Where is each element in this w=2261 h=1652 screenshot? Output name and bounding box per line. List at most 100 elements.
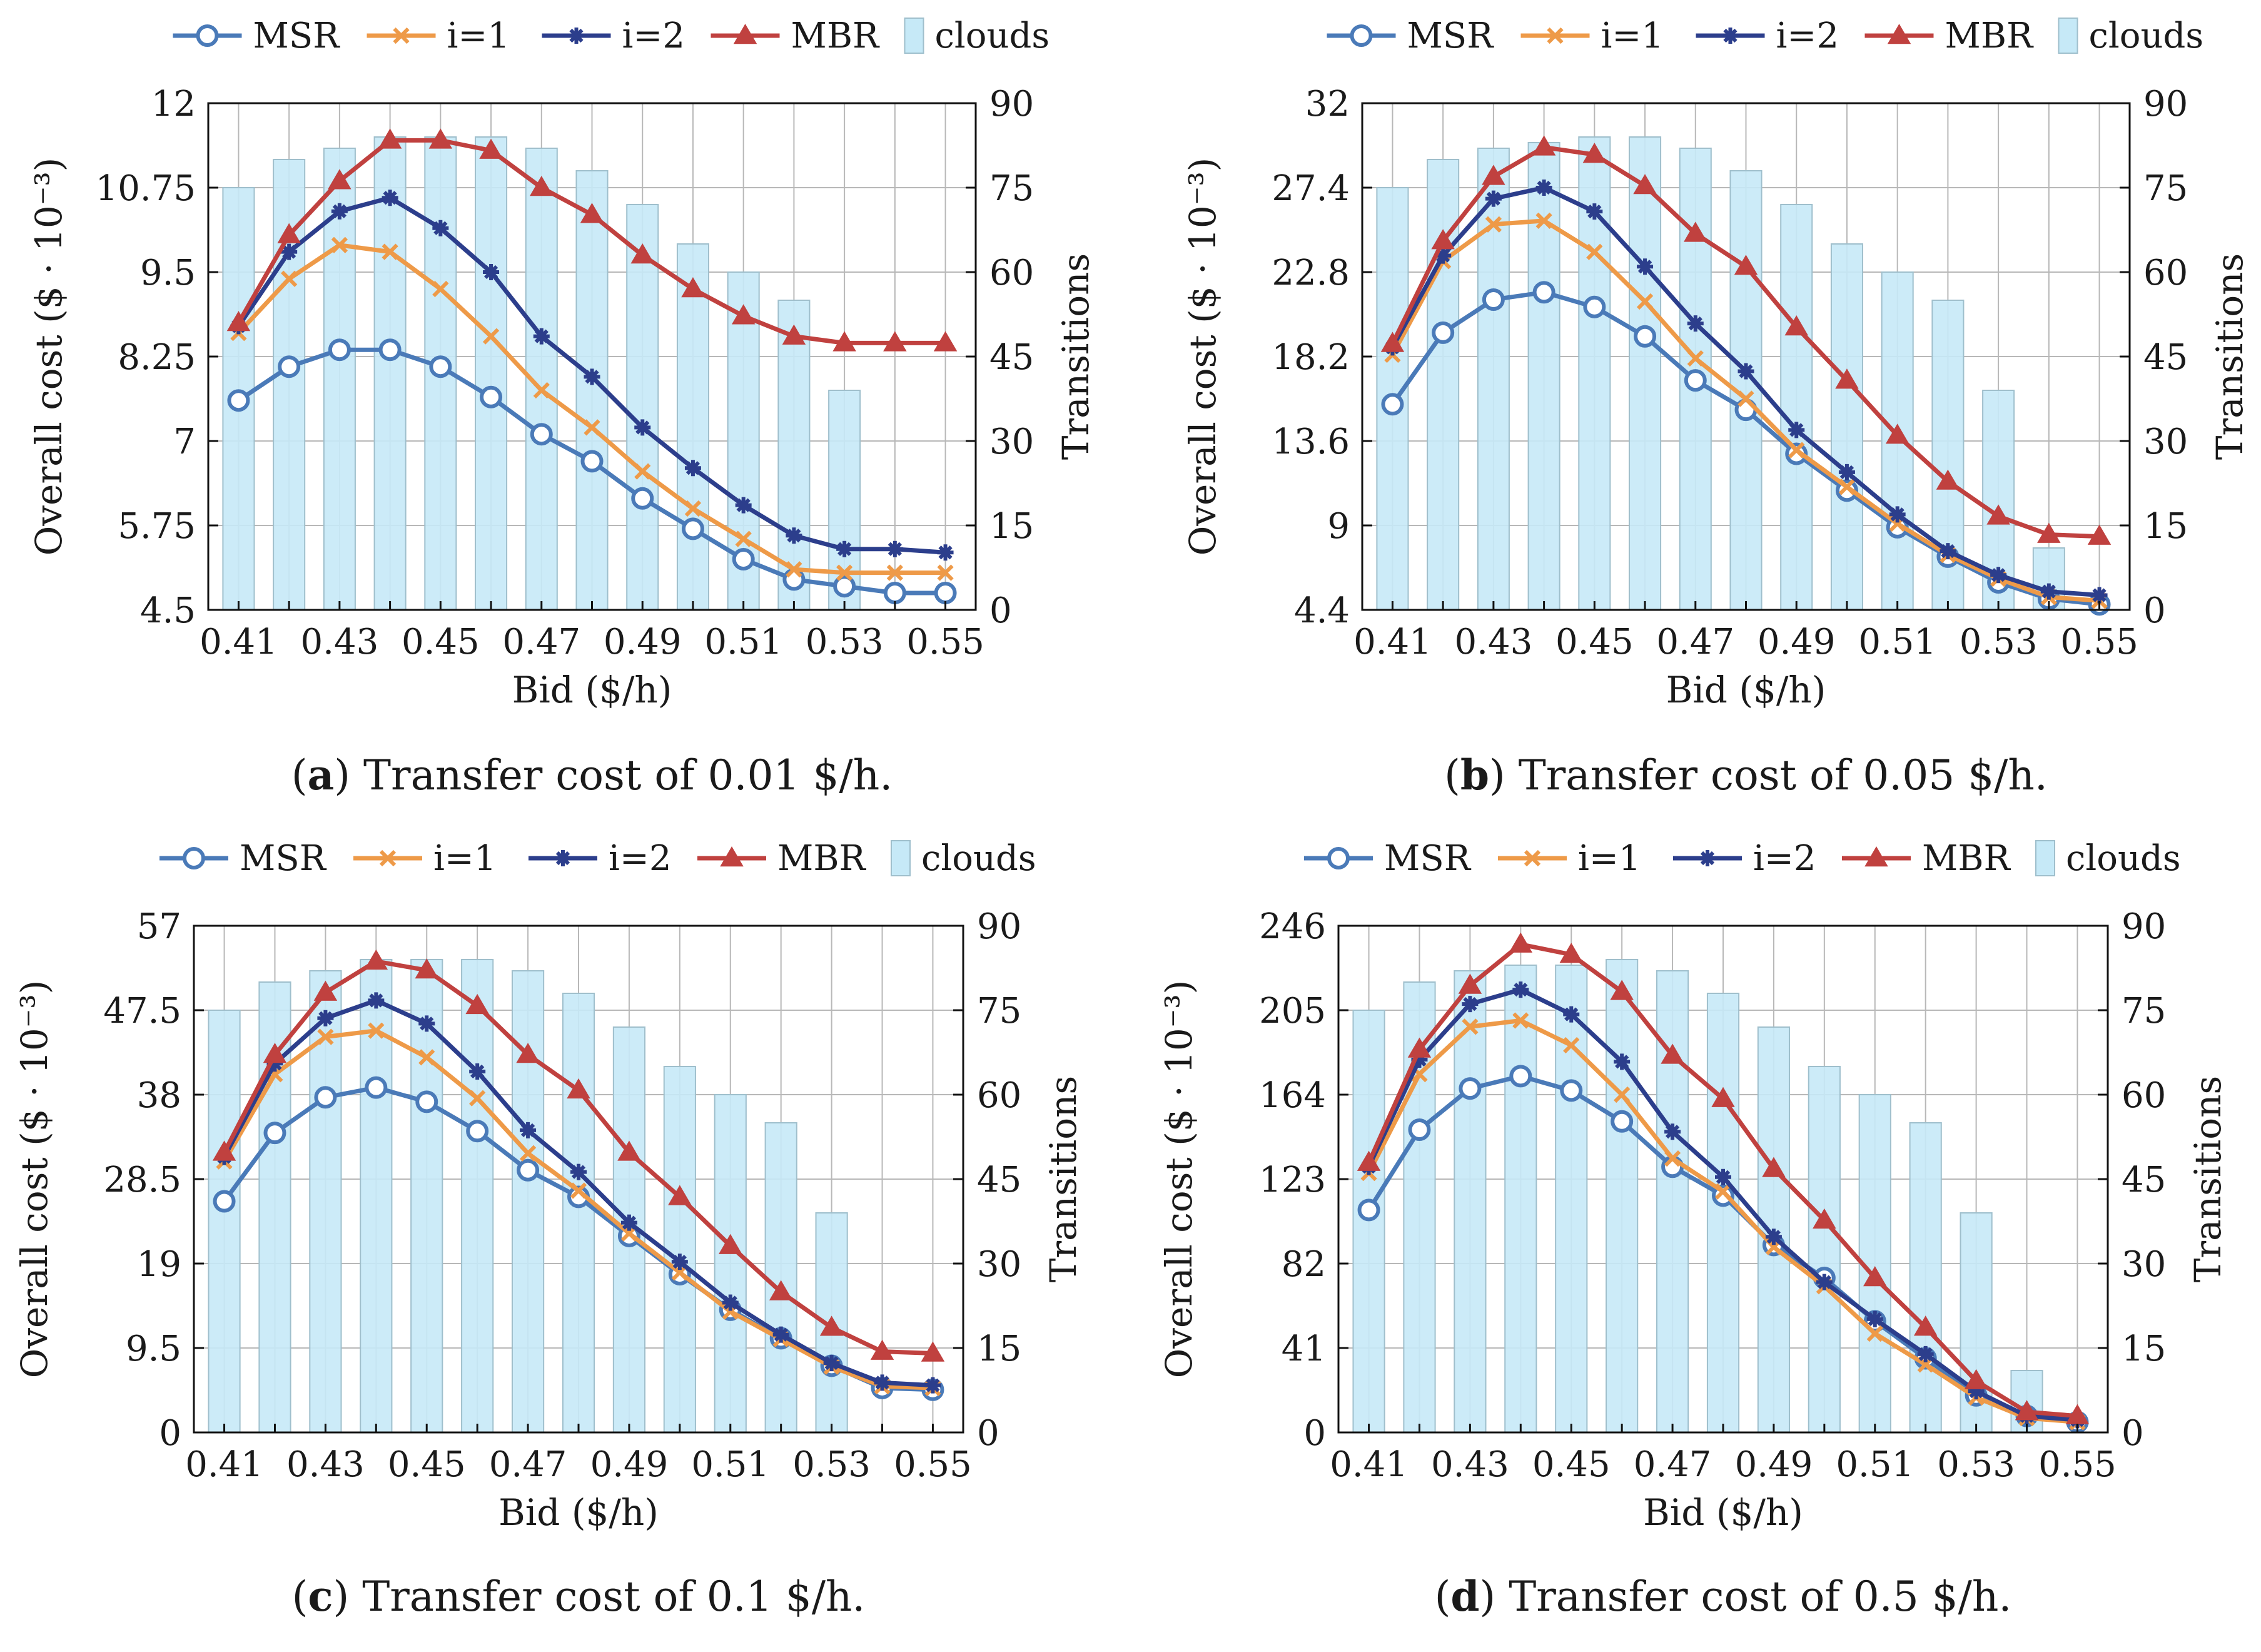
clouds-bars <box>208 959 848 1433</box>
data-point-i1 <box>469 1090 486 1107</box>
data-point-msr <box>278 355 301 378</box>
legend-marker <box>1350 24 1373 47</box>
legend-entry-msr: MSR <box>1304 838 1472 879</box>
data-point-i2 <box>1788 422 1805 438</box>
series-msr <box>227 338 957 604</box>
data-point-mbr <box>328 169 352 190</box>
clouds-bar <box>714 1094 747 1433</box>
data-point-i1 <box>1535 212 1552 229</box>
data-point-i2 <box>1563 1006 1580 1023</box>
y2-axis-label: Transitions <box>2208 253 2251 460</box>
data-point-mbr <box>212 1140 236 1161</box>
y-tick-label: 4.5 <box>140 590 196 631</box>
data-point-mbr <box>1913 1315 1938 1336</box>
y2-tick-label: 30 <box>2143 422 2188 462</box>
y-tick-label: 47.5 <box>103 991 181 1031</box>
legend-entry-mbr: MBR <box>697 838 866 879</box>
data-point-i2 <box>1816 1274 1833 1290</box>
x-tick-label: 0.45 <box>402 622 480 662</box>
data-point-msr <box>580 450 604 473</box>
data-point-i1 <box>281 270 298 287</box>
data-point-mbr <box>2015 1400 2039 1421</box>
data-point-mbr <box>1734 255 1758 275</box>
data-point-i2 <box>1940 543 1956 560</box>
data-point-i1 <box>1512 1012 1529 1029</box>
legend-label: i=2 <box>622 16 685 56</box>
caption-open: ( <box>291 751 308 799</box>
x-tick-label: 0.51 <box>704 622 782 662</box>
data-point-i2 <box>722 1294 739 1311</box>
y2-tick-label: 0 <box>2122 1413 2144 1454</box>
legend-label: MSR <box>253 16 341 56</box>
x-axis-label: Bid ($/h) <box>1643 1491 1803 1534</box>
clouds-bar <box>208 1010 241 1433</box>
data-point-i2 <box>1614 1053 1631 1070</box>
data-point-i2 <box>483 264 500 280</box>
x-tick-label: 0.55 <box>906 622 984 662</box>
y2-tick-label: 0 <box>989 590 1012 631</box>
legend-label: MSR <box>1407 16 1495 56</box>
x-tick-label: 0.47 <box>1634 1444 1712 1485</box>
y2-tick-label: 75 <box>977 991 1021 1031</box>
data-point-i1 <box>886 564 903 581</box>
data-point-mbr <box>2087 524 2112 545</box>
y-axis-left: 4.5 5.75 7 8.25 9.5 10.75 12 <box>96 84 218 631</box>
y-tick-label: 10.75 <box>96 168 196 209</box>
data-point-mbr <box>1784 315 1808 336</box>
caption-open: ( <box>1435 1573 1451 1621</box>
data-point-msr <box>934 582 957 604</box>
data-point-i1 <box>418 1049 435 1066</box>
data-point-msr <box>328 338 351 362</box>
data-point-msr <box>227 389 250 412</box>
x-tick-label: 0.41 <box>1353 622 1432 662</box>
x-axis-label: Bid ($/h) <box>498 1491 659 1534</box>
data-point-i2 <box>735 497 752 514</box>
data-point-i2 <box>937 544 954 561</box>
data-point-mbr <box>832 331 856 352</box>
data-point-mbr <box>617 1140 641 1161</box>
data-point-mbr <box>630 243 654 264</box>
data-point-mbr <box>364 949 388 970</box>
y2-tick-label: 60 <box>2143 253 2188 293</box>
y-axis-right: 0 15 30 45 60 75 90 <box>966 84 1034 631</box>
data-point-msr <box>883 582 906 604</box>
data-point-i2 <box>1917 1345 1934 1362</box>
data-point-i1 <box>584 419 600 436</box>
data-point-i2 <box>1737 363 1754 380</box>
data-point-msr <box>314 1086 337 1109</box>
x-tick-label: 0.55 <box>2060 622 2138 662</box>
y-axis-left: 4.4 9 13.6 18.2 22.8 27.4 32 <box>1272 84 1372 631</box>
legend-label-clouds: clouds <box>2066 838 2181 879</box>
legend-marker <box>555 850 571 866</box>
clouds-bar <box>1477 148 1510 611</box>
y2-tick-label: 90 <box>977 906 1021 947</box>
data-point-i2 <box>874 1374 891 1391</box>
data-point-i1 <box>368 1022 385 1039</box>
y2-tick-label: 15 <box>2122 1329 2166 1369</box>
data-point-i2 <box>1968 1383 1985 1400</box>
data-point-mbr <box>1661 1043 1684 1064</box>
data-point-mbr <box>2065 1404 2090 1424</box>
legend-b: MSR i=1 i=2 MBR clouds <box>1327 16 2204 56</box>
clouds-bar <box>1527 142 1560 611</box>
y-tick-label: 13.6 <box>1272 422 1350 462</box>
legend-entry-msr: MSR <box>1327 16 1495 56</box>
y2-tick-label: 45 <box>989 337 1034 378</box>
x-tick-label: 0.49 <box>1735 1444 1813 1485</box>
data-point-i2 <box>1687 315 1704 332</box>
x-tick-label: 0.51 <box>1858 622 1936 662</box>
legend-marker <box>1722 28 1739 44</box>
data-point-i2 <box>281 243 298 260</box>
clouds-bar <box>1780 204 1813 611</box>
legend-label-clouds: clouds <box>2089 16 2204 56</box>
data-point-msr <box>1482 288 1505 312</box>
y-tick-label: 0 <box>1303 1413 1326 1454</box>
data-point-i1 <box>1714 1183 1732 1200</box>
data-point-i2 <box>1485 190 1502 207</box>
legend-marker <box>1327 847 1350 869</box>
legend-entry-i1: i=1 <box>1498 838 1641 879</box>
clouds-bars <box>1376 136 2065 611</box>
